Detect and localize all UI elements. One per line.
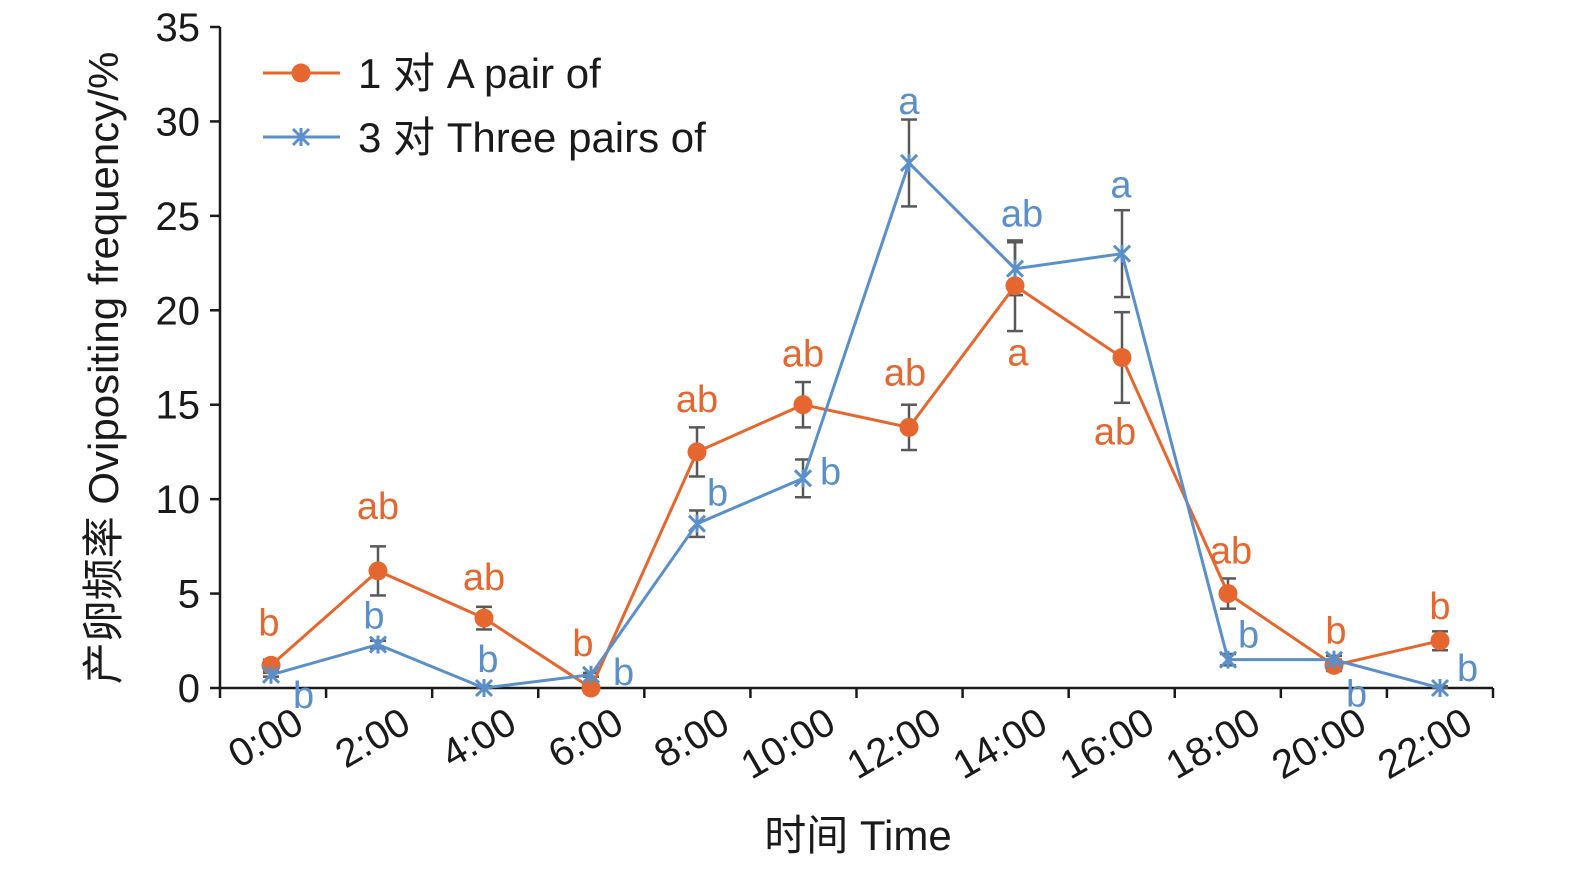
y-tick-label: 15 [156, 384, 201, 428]
x-tick-label: 10:00 [734, 700, 843, 788]
legend-marker [291, 63, 311, 83]
x-tick-label: 14:00 [946, 700, 1055, 788]
data-point [1430, 678, 1450, 698]
y-tick-label: 20 [156, 289, 201, 333]
significance-label: b [1457, 648, 1478, 690]
data-point [1324, 650, 1344, 669]
y-tick-label: 5 [178, 573, 200, 617]
legend-label: 1 对 A pair of [358, 50, 601, 97]
x-tick-label: 4:00 [434, 700, 523, 777]
x-tick-label: 18:00 [1159, 700, 1268, 788]
data-point [1112, 244, 1132, 263]
significance-label: b [258, 602, 279, 644]
data-point [581, 678, 601, 698]
significance-label: ab [1210, 531, 1252, 573]
significance-label: ab [357, 486, 399, 528]
data-point [899, 153, 919, 173]
x-tick-label: 12:00 [840, 700, 949, 788]
data-point [1218, 650, 1238, 669]
data-point [1005, 259, 1025, 278]
legend-marker [291, 127, 311, 147]
significance-label: b [707, 473, 728, 515]
data-point [687, 442, 707, 462]
y-axis-title: 产卵频率 Ovipositing frequency/% [80, 52, 127, 685]
series-line-2 [270, 160, 1441, 690]
significance-label: b [613, 652, 634, 694]
significance-label: b [820, 451, 841, 493]
significance-label: b [1346, 674, 1367, 716]
data-point [1430, 631, 1450, 651]
x-axis-title: 时间 Time [764, 812, 951, 859]
series-line-1 [270, 283, 1441, 691]
significance-label: a [1007, 333, 1029, 375]
y-tick-label: 35 [156, 6, 201, 50]
x-tick-label: 6:00 [541, 700, 630, 777]
x-tick-label: 22:00 [1371, 700, 1480, 788]
significance-label: b [477, 639, 498, 681]
significance-label: b [1325, 610, 1346, 652]
data-point [1005, 276, 1025, 296]
error-bars [263, 118, 1448, 690]
data-point [261, 665, 281, 684]
significance-label: b [1429, 586, 1450, 628]
data-point [474, 678, 494, 698]
x-tick-label: 8:00 [647, 700, 736, 777]
data-point [687, 514, 707, 533]
significance-label: b [572, 623, 593, 665]
significance-label: ab [463, 557, 505, 599]
data-point [474, 608, 494, 628]
significance-label: b [293, 675, 314, 717]
significance-label: ab [782, 334, 824, 376]
significance-label: ab [676, 379, 718, 421]
data-point [368, 635, 388, 654]
legend-label: 3 对 Three pairs of [358, 114, 706, 161]
data-point [793, 469, 813, 488]
x-tick-label: 2:00 [328, 700, 417, 777]
significance-label: ab [1001, 194, 1043, 236]
data-point [581, 665, 601, 684]
y-tick-label: 10 [156, 478, 201, 522]
data-point [1112, 348, 1132, 367]
data-point [1218, 584, 1238, 604]
data-point [368, 561, 388, 581]
significance-label: ab [1094, 412, 1136, 454]
data-point [899, 417, 919, 437]
y-tick-label: 0 [178, 667, 200, 711]
significance-label: a [1110, 165, 1132, 207]
significance-label: ab [884, 352, 926, 394]
significance-label: b [1238, 615, 1259, 657]
y-tick-label: 30 [156, 100, 201, 144]
significance-label: b [363, 596, 384, 638]
x-tick-label: 16:00 [1053, 700, 1162, 788]
data-point [793, 395, 813, 415]
series-lines [261, 153, 1450, 698]
significance-label: a [898, 81, 920, 123]
legend: 1 对 A pair of 3 对 Three pairs of [263, 50, 706, 161]
y-tick-label: 25 [156, 195, 201, 239]
